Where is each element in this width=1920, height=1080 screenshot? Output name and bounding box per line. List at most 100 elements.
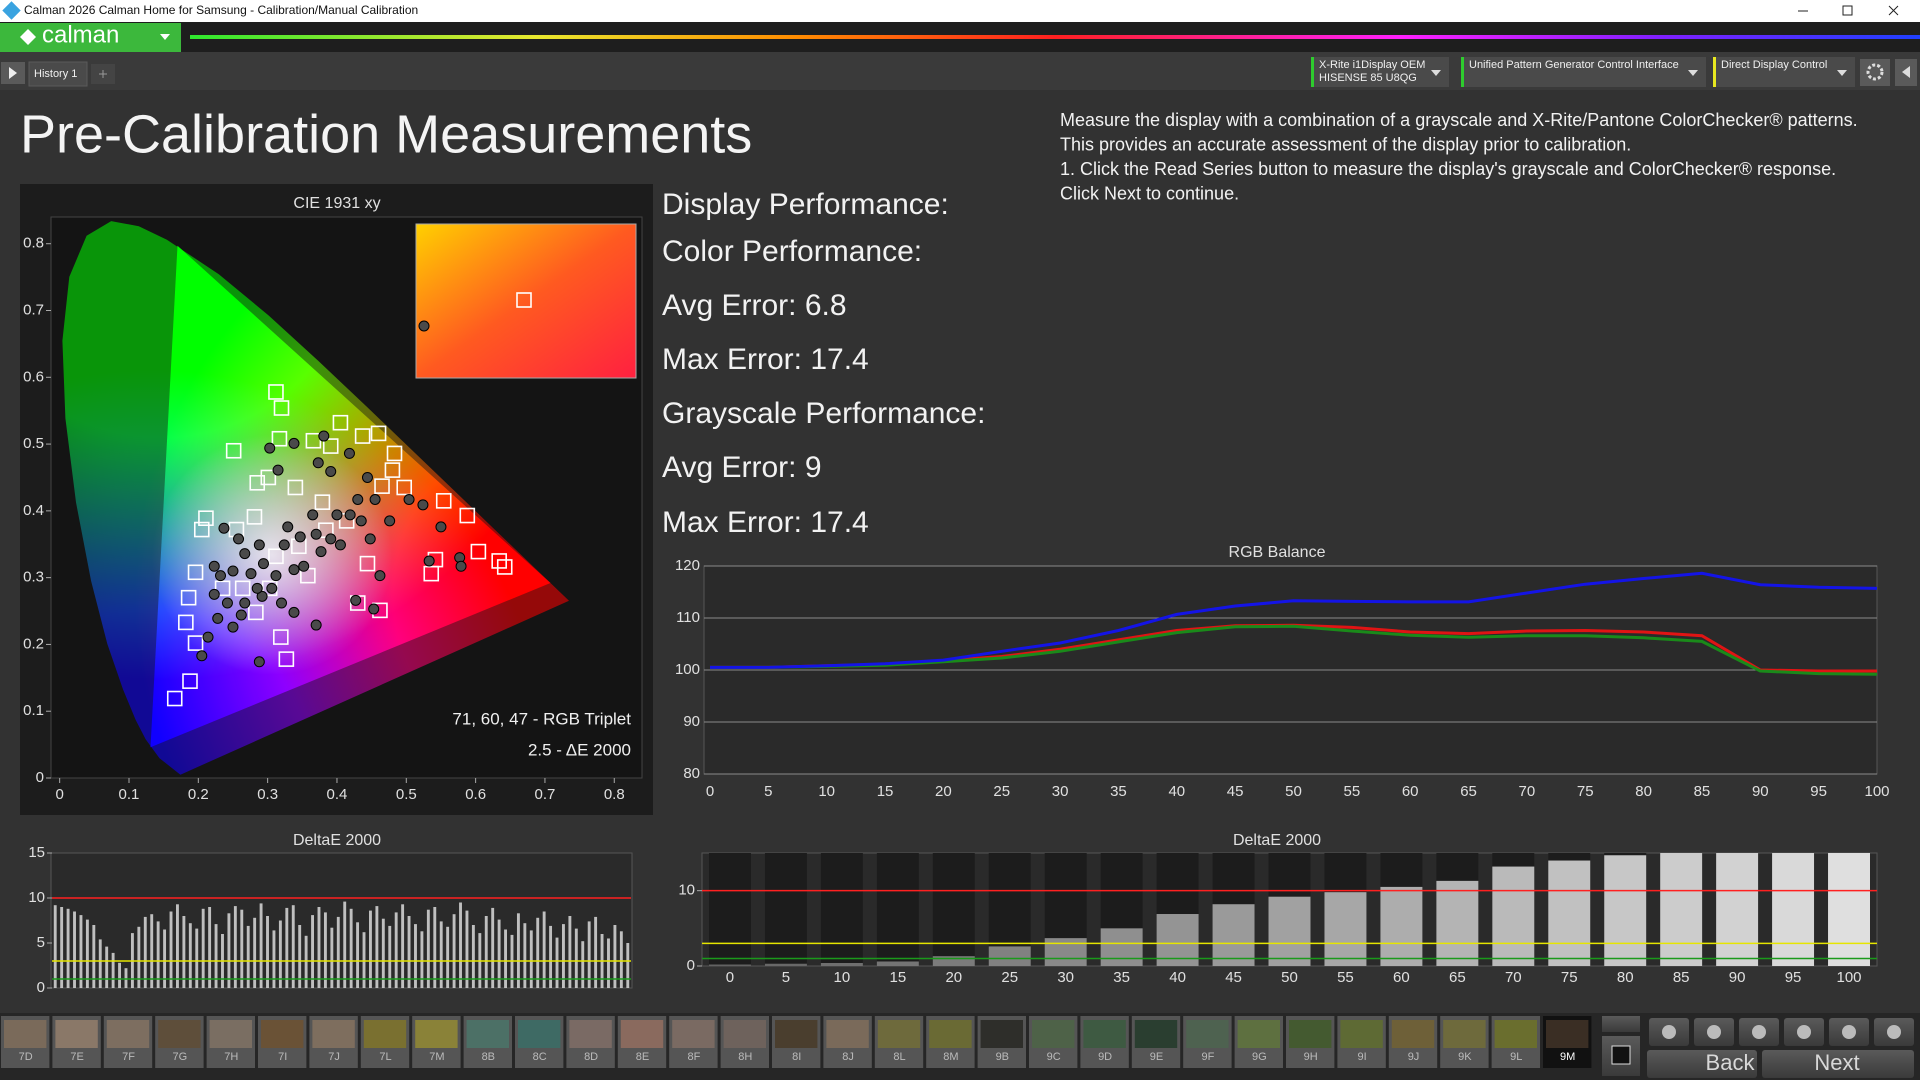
bar: [195, 928, 199, 988]
patch-label: 9E: [1150, 1051, 1163, 1063]
patch-color: [4, 1020, 47, 1048]
patch-label: 7J: [328, 1051, 340, 1063]
bar: [764, 963, 807, 966]
close-button[interactable]: [1888, 5, 1899, 16]
bar: [188, 923, 192, 988]
x-tick-label: 50: [1281, 969, 1298, 986]
target-point: [187, 564, 204, 581]
patch-color: [363, 1020, 407, 1048]
measured-point: [310, 619, 322, 631]
y-tick-label: 10: [678, 882, 695, 899]
next-button[interactable]: [1762, 1050, 1914, 1078]
measured-point: [318, 430, 330, 442]
scroll-up-button[interactable]: [1602, 1016, 1640, 1032]
history-tab[interactable]: [28, 61, 88, 87]
measured-point: [288, 606, 300, 618]
bar: [820, 962, 863, 966]
bar: [156, 921, 160, 988]
logo-dropdown[interactable]: [160, 34, 170, 40]
patch-color: [209, 1020, 252, 1048]
x-tick-label: 10: [834, 969, 851, 986]
measured-point: [196, 650, 208, 662]
x-tick-label: 35: [1110, 783, 1127, 800]
target-point: [180, 589, 197, 606]
bar: [143, 916, 147, 988]
bar: [1156, 914, 1199, 966]
target-point: [374, 478, 390, 494]
bar-slot: [708, 853, 751, 966]
measured-point: [239, 597, 251, 609]
target-point: [273, 400, 290, 416]
device-dropdown[interactable]: [1461, 57, 1706, 87]
bar: [529, 930, 533, 988]
bar: [1828, 853, 1871, 966]
bar: [452, 914, 456, 988]
bar: [1492, 866, 1535, 966]
bar: [619, 931, 623, 988]
colorchecker-title: DeltaE 2000: [293, 832, 381, 849]
patch-color: [1032, 1020, 1075, 1048]
x-tick-label: 65: [1449, 969, 1466, 986]
patch-color: [1546, 1020, 1589, 1048]
target-point: [193, 521, 210, 538]
play-icon: [9, 67, 17, 79]
bar: [484, 916, 488, 988]
patch-label: 7G: [173, 1051, 188, 1063]
bar: [988, 946, 1031, 966]
restore-button[interactable]: [1842, 5, 1853, 16]
dropdown-arrow: [1837, 70, 1847, 76]
measured-point: [343, 447, 355, 459]
patch-label: 9I: [1358, 1051, 1367, 1063]
measured-point: [239, 548, 251, 560]
settings-button[interactable]: [1860, 59, 1890, 86]
bar: [124, 968, 128, 988]
bar: [497, 919, 501, 988]
bar: [549, 925, 553, 988]
y-tick-label: 0.3: [23, 569, 44, 586]
back-button[interactable]: [1647, 1050, 1757, 1078]
x-tick-label: 90: [1729, 969, 1746, 986]
rgb-title: RGB Balance: [1229, 544, 1326, 561]
patch-color: [826, 1020, 869, 1048]
x-tick-label: 90: [1752, 783, 1769, 800]
x-tick-label: 0.5: [396, 786, 417, 803]
patch-color: [1186, 1020, 1229, 1048]
performance-line: Grayscale Performance:: [662, 397, 985, 430]
y-tick-label: 0.2: [23, 635, 44, 652]
control-icon: [1887, 1025, 1901, 1039]
patch-label: 8D: [584, 1051, 598, 1063]
measured-point: [245, 568, 257, 580]
bar: [446, 926, 450, 988]
patch-color: [620, 1020, 664, 1048]
performance-line: Max Error: 17.4: [662, 343, 869, 376]
target-point: [273, 629, 289, 645]
x-tick-label: 5: [782, 969, 790, 986]
bar: [266, 916, 269, 988]
bar-slot: [932, 853, 975, 966]
x-tick-label: 25: [993, 783, 1010, 800]
device-dropdown[interactable]: [1311, 57, 1449, 87]
patch-color: [1443, 1020, 1486, 1048]
measured-point: [325, 533, 337, 545]
target-point: [248, 604, 264, 621]
y-tick-label: 110: [676, 609, 700, 626]
target-point: [496, 559, 513, 575]
patch-label: 7I: [278, 1051, 287, 1063]
patch-color: [1289, 1020, 1332, 1048]
stop-square-icon: [1611, 1045, 1631, 1065]
patch-color: [312, 1020, 355, 1048]
measured-point: [276, 597, 288, 609]
bar: [516, 913, 520, 988]
measured-point: [208, 588, 220, 600]
x-tick-label: 45: [1225, 969, 1242, 986]
x-tick-label: 20: [945, 969, 962, 986]
control-icon: [1752, 1025, 1766, 1039]
target-point: [322, 438, 339, 454]
x-tick-label: 0.3: [257, 786, 278, 803]
target-point: [386, 445, 403, 462]
patch-label: 9K: [1458, 1051, 1472, 1063]
measured-point: [361, 471, 373, 483]
measured-point: [282, 521, 294, 533]
device-dropdown[interactable]: [1713, 57, 1855, 87]
